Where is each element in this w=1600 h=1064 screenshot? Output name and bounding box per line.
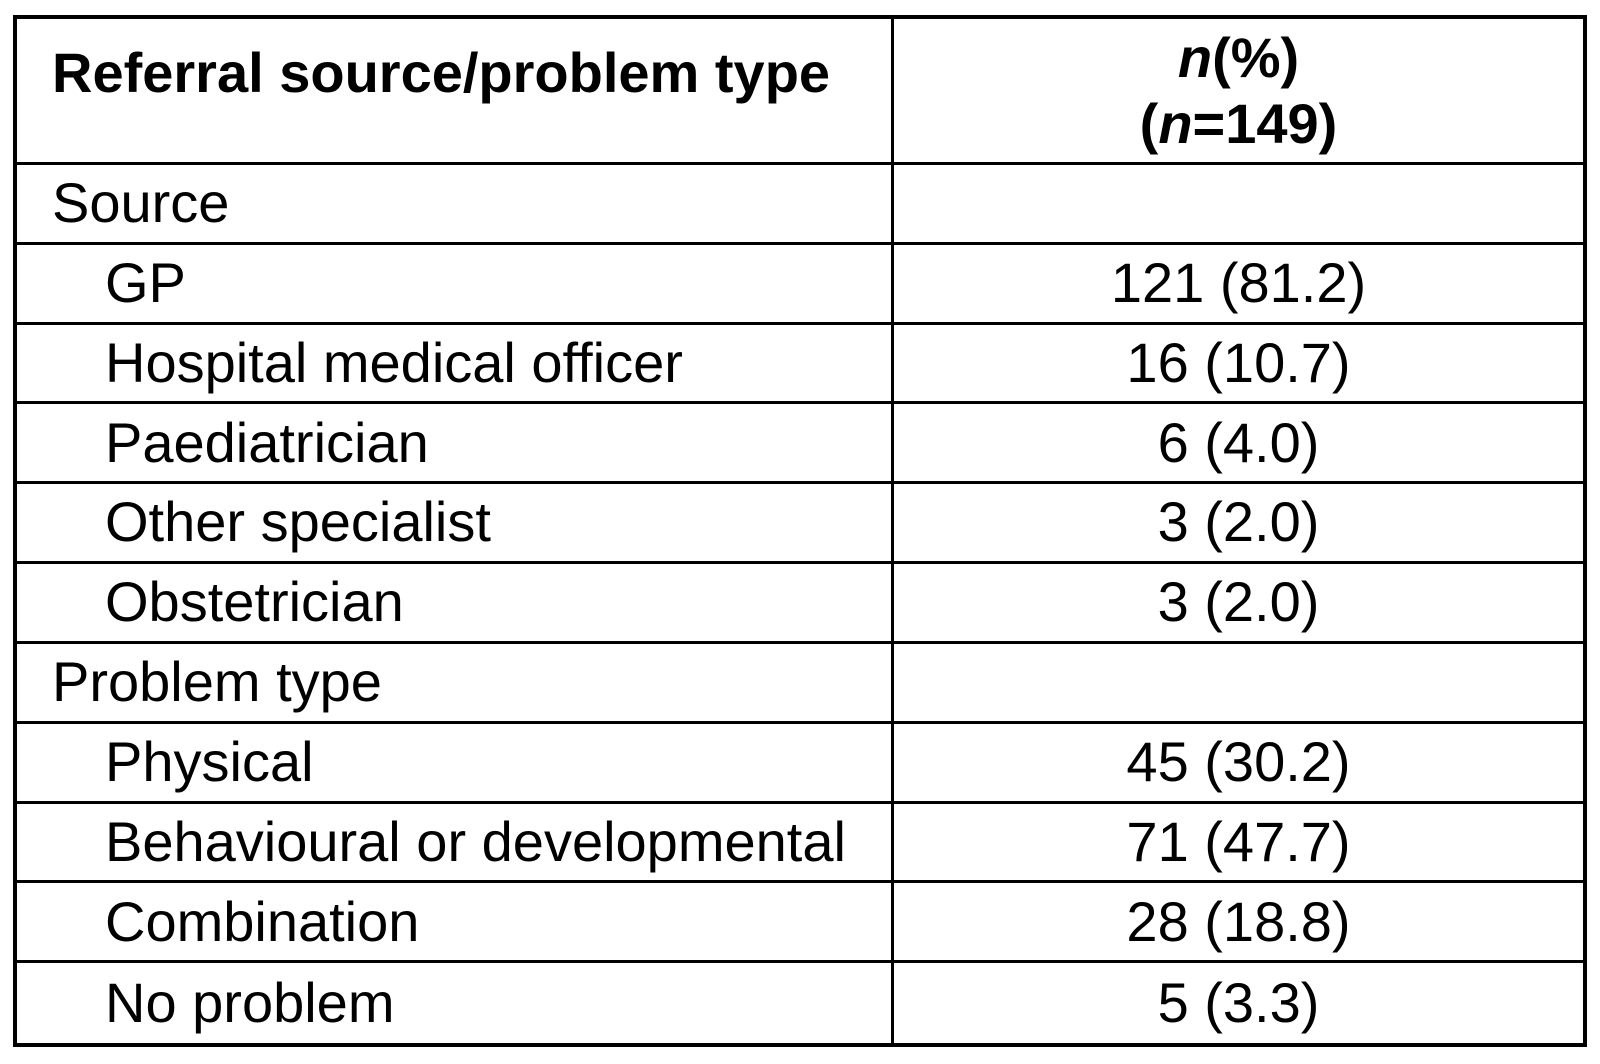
row-value: 71 (47.7) [1126, 809, 1351, 873]
row-value-cell: 3 (2.0) [894, 564, 1583, 644]
row-value: 3 (2.0) [1157, 570, 1320, 634]
header-n-italic-2: n [1158, 91, 1193, 155]
row-label: Behavioural or developmental [105, 809, 846, 873]
row-label-cell: Obstetrician [17, 564, 894, 644]
row-value-cell: 5 (3.3) [894, 963, 1583, 1043]
row-label: Problem type [52, 650, 382, 714]
row-label: GP [105, 251, 186, 315]
row-label-cell: Combination [17, 883, 894, 964]
row-label-cell: GP [17, 244, 894, 325]
row-value-cell: 6 (4.0) [894, 404, 1583, 485]
header-col2-cell: n(%) (n=149) [894, 19, 1583, 165]
row-value: 5 (3.3) [1157, 970, 1320, 1034]
row-label-cell: Hospital medical officer [17, 324, 894, 405]
row-label: Other specialist [105, 490, 491, 554]
row-value: 121 (81.2) [1110, 251, 1367, 315]
row-value-cell: 71 (47.7) [894, 804, 1583, 884]
row-label: Combination [105, 889, 420, 953]
row-label-cell: Other specialist [17, 484, 894, 565]
row-value-cell: 121 (81.2) [894, 245, 1583, 325]
row-value-cell: 45 (30.2) [894, 724, 1583, 804]
header-n-italic-1: n [1177, 25, 1213, 89]
header-col1-cell: Referral source/problem type [17, 19, 894, 165]
row-value: 3 (2.0) [1157, 490, 1320, 554]
row-value-cell: 28 (18.8) [894, 883, 1583, 964]
row-value: 6 (4.0) [1157, 410, 1320, 474]
row-label: Source [52, 171, 230, 235]
row-value-cell [894, 644, 1583, 724]
row-label: Paediatrician [105, 410, 429, 474]
header-open-paren: ( [1139, 91, 1159, 155]
row-label: Hospital medical officer [105, 330, 683, 394]
row-value: 45 (30.2) [1126, 729, 1351, 793]
row-label: Physical [105, 729, 314, 793]
header-col1-title: Referral source/problem type [52, 41, 831, 104]
row-label: No problem [105, 970, 395, 1034]
row-label-cell: Behavioural or developmental [17, 803, 894, 884]
header-pct-text: (%) [1212, 25, 1300, 89]
row-value-cell [894, 165, 1583, 245]
row-label-cell: Problem type [17, 643, 894, 724]
row-label-cell: Paediatrician [17, 404, 894, 485]
row-label-cell: No problem [17, 963, 894, 1043]
header-col2-line2: (n=149) [1140, 95, 1338, 152]
row-label-cell: Physical [17, 723, 894, 804]
row-label: Obstetrician [105, 570, 404, 634]
row-value: 16 (10.7) [1126, 330, 1351, 394]
header-n149-text: =149) [1192, 91, 1338, 155]
row-value: 28 (18.8) [1126, 889, 1351, 953]
referral-table: Referral source/problem type n(%) (n=149… [13, 15, 1587, 1047]
row-value-cell: 16 (10.7) [894, 325, 1583, 405]
header-col2-line1: n(%) [1178, 29, 1299, 86]
row-label-cell: Source [17, 165, 894, 245]
row-value-cell: 3 (2.0) [894, 484, 1583, 565]
